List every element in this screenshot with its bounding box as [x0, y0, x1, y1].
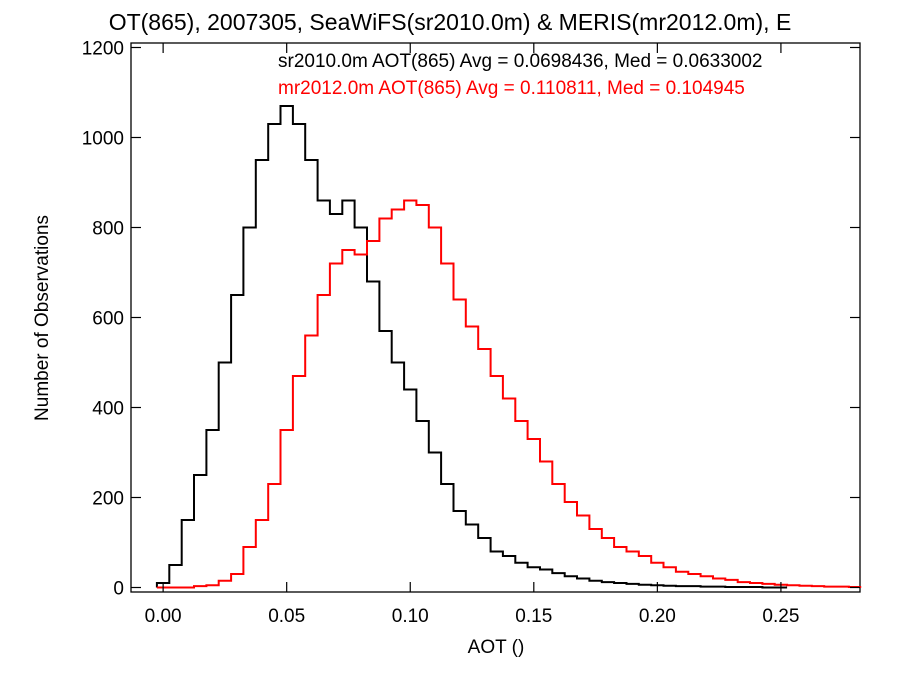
plot-frame	[130, 42, 861, 593]
x-axis-label: AOT ()	[468, 637, 525, 658]
x-tick-label: 0.05	[268, 606, 305, 627]
y-axis-ticks: 0 200 400 600 800 1000 1200	[82, 39, 860, 600]
y-axis-label: Number of Observations	[32, 215, 53, 421]
annotation-sr2010: sr2010.0m AOT(865) Avg = 0.0698436, Med …	[278, 51, 763, 72]
histogram-series-2	[156, 199, 862, 589]
x-tick-label: 0.00	[145, 606, 182, 627]
x-tick-label: 0.15	[515, 606, 552, 627]
annotation-mr2012: mr2012.0m AOT(865) Avg = 0.110811, Med =…	[278, 78, 745, 99]
y-tick-label: 400	[92, 399, 124, 420]
y-tick-label: 200	[92, 489, 124, 510]
x-tick-label: 0.25	[762, 606, 799, 627]
y-tick-label: 600	[92, 309, 124, 330]
chart-title: OT(865), 2007305, SeaWiFS(sr2010.0m) & M…	[109, 9, 792, 35]
y-tick-label: 800	[92, 219, 124, 240]
series-layer	[155, 105, 862, 589]
y-tick-label: 0	[113, 579, 124, 600]
x-axis-ticks: 0.00 0.05 0.10 0.15 0.20 0.25	[145, 43, 799, 627]
x-tick-label: 0.10	[392, 606, 429, 627]
y-tick-label: 1200	[82, 39, 124, 60]
y-tick-label: 1000	[82, 129, 124, 150]
x-tick-label: 0.20	[639, 606, 676, 627]
histogram-series-1	[155, 105, 788, 589]
